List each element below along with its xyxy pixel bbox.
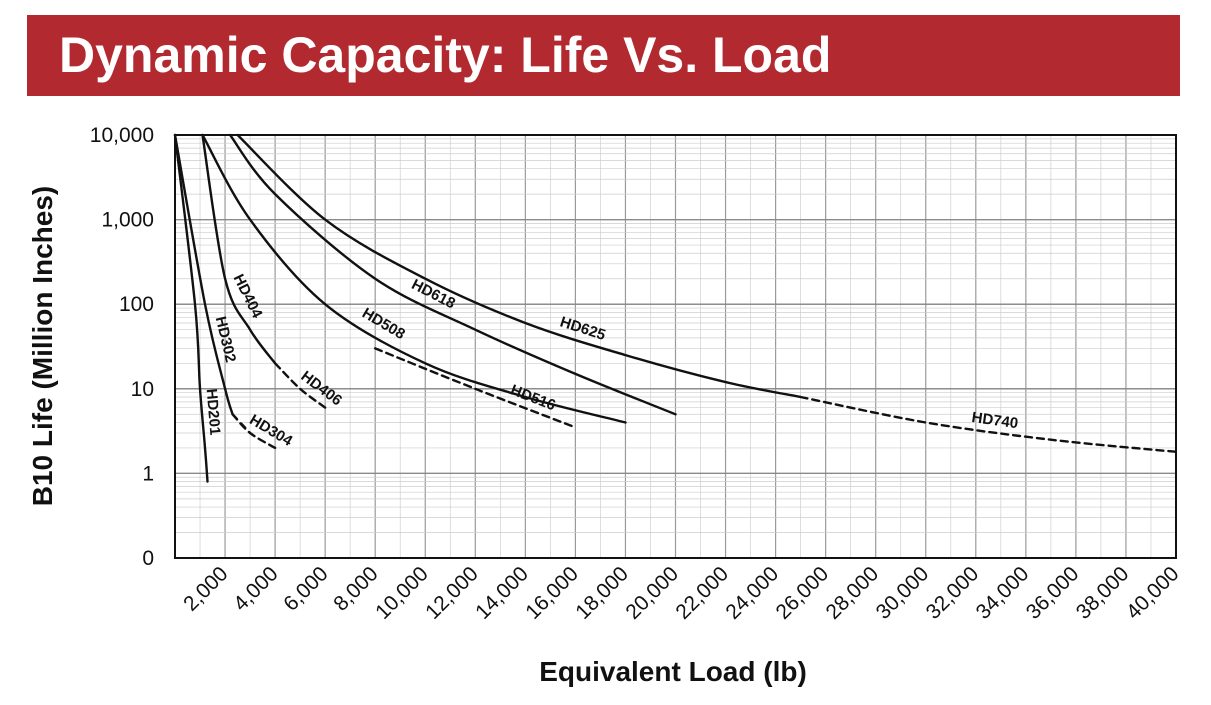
series-line-hd406 xyxy=(273,362,327,409)
x-tick-label: 32,000 xyxy=(922,562,984,624)
y-axis-ticks: 0 1 10 100 1,000 10,000 xyxy=(90,124,154,570)
x-tick-label: 4,000 xyxy=(229,562,282,615)
x-tick-label: 20,000 xyxy=(621,562,683,624)
series-line-hd508 xyxy=(201,133,627,424)
plot-frame xyxy=(174,134,1177,559)
y-tick-label: 1 xyxy=(142,462,154,485)
series-label-hd201: HD201 xyxy=(203,388,224,436)
x-tick-label: 6,000 xyxy=(279,562,332,615)
x-tick-label: 26,000 xyxy=(772,562,834,624)
y-tick-label: 10 xyxy=(131,378,154,401)
title-banner: Dynamic Capacity: Life Vs. Load xyxy=(27,15,1180,96)
x-tick-label: 22,000 xyxy=(671,562,733,624)
series-line-hd516 xyxy=(374,347,577,429)
y-tick-label: 0 xyxy=(142,547,154,570)
series-line-hd740 xyxy=(799,395,1178,453)
y-axis-title: B10 Life (Million Inches) xyxy=(27,186,58,506)
x-tick-label: 38,000 xyxy=(1072,562,1134,624)
chart-title: Dynamic Capacity: Life Vs. Load xyxy=(59,27,832,83)
x-tick-label: 24,000 xyxy=(721,562,783,624)
grid xyxy=(174,134,1177,559)
x-tick-label: 14,000 xyxy=(471,562,533,624)
series-line-hd618 xyxy=(228,133,677,416)
x-axis-title: Equivalent Load (lb) xyxy=(539,656,807,687)
x-tick-label: 28,000 xyxy=(822,562,884,624)
series-line-hd304 xyxy=(231,413,277,450)
x-tick-label: 30,000 xyxy=(872,562,934,624)
x-tick-label: 10,000 xyxy=(371,562,433,624)
series-line-hd201 xyxy=(173,133,209,483)
x-tick-label: 12,000 xyxy=(421,562,483,624)
x-tick-label: 2,000 xyxy=(179,562,232,615)
series-group xyxy=(173,133,1178,483)
x-axis-ticks: 2,0004,0006,0008,00010,00012,00014,00016… xyxy=(179,562,1183,624)
series-label-hd740: HD740 xyxy=(971,409,1020,432)
x-tick-label: 40,000 xyxy=(1122,562,1184,624)
series-line-hd404 xyxy=(201,133,277,365)
series-line-hd302 xyxy=(173,133,234,416)
y-tick-label: 1,000 xyxy=(101,209,154,232)
x-tick-label: 18,000 xyxy=(571,562,633,624)
x-tick-label: 34,000 xyxy=(972,562,1034,624)
series-line-hd625 xyxy=(236,133,802,399)
x-tick-label: 16,000 xyxy=(521,562,583,624)
y-tick-label: 10,000 xyxy=(90,124,154,147)
series-label-hd508: HD508 xyxy=(359,305,408,343)
x-tick-label: 36,000 xyxy=(1022,562,1084,624)
y-tick-label: 100 xyxy=(119,293,154,316)
